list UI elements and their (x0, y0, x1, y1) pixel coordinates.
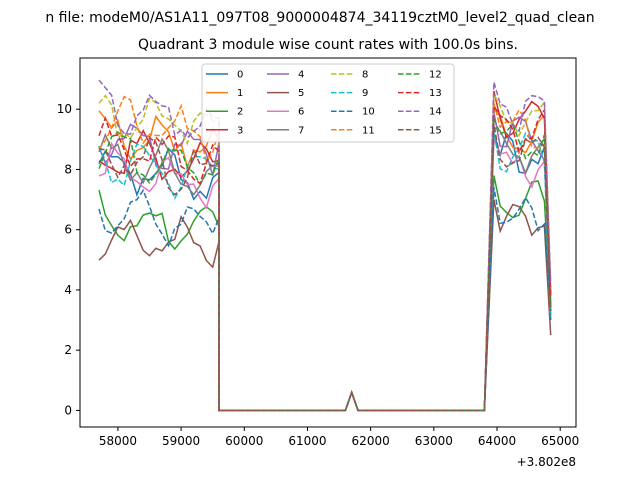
x-offset-label: +3.802e8 (517, 455, 576, 469)
x-tick-label: 59000 (162, 434, 200, 448)
legend-label: 4 (298, 70, 304, 81)
legend-label: 6 (298, 107, 304, 118)
x-tick-label: 62000 (352, 434, 390, 448)
x-tick-label: 65000 (541, 434, 579, 448)
legend-label: 0 (237, 70, 243, 81)
series-line-0 (98, 131, 552, 412)
legend-label: 9 (362, 88, 368, 99)
chart-suptitle: n file: modeM0/AS1A11_097T08_9000004874_… (45, 10, 594, 26)
plot-frame (79, 57, 577, 428)
legend-label: 1 (237, 88, 243, 99)
x-axis: 58000 59000 60000 61000 62000 63000 64000 65000 (99, 427, 579, 448)
x-tick-label: 64000 (478, 434, 516, 448)
legend-label: 8 (362, 70, 368, 81)
series-layer (98, 79, 552, 412)
y-tick-label: 8 (64, 162, 72, 176)
legend-label: 13 (429, 88, 442, 99)
legend-label: 2 (237, 107, 243, 118)
series-line-4 (98, 112, 552, 412)
series-line-11 (98, 95, 552, 412)
series-line-12 (98, 117, 552, 412)
legend-label: 12 (429, 70, 442, 81)
y-tick-label: 10 (57, 102, 72, 116)
chart-title: Quadrant 3 module wise count rates with … (138, 37, 518, 53)
legend-label: 3 (237, 125, 243, 136)
y-tick-label: 6 (64, 223, 72, 237)
x-tick-label: 63000 (415, 434, 453, 448)
legend-label: 14 (429, 107, 442, 118)
y-tick-label: 0 (64, 403, 72, 417)
legend-box (201, 63, 455, 143)
legend-label: 5 (298, 88, 304, 99)
legend-label: 10 (362, 107, 375, 118)
series-line-10 (98, 187, 552, 412)
y-axis: 0 2 4 6 8 10 (57, 102, 80, 417)
y-tick-label: 2 (64, 343, 72, 357)
series-line-9 (98, 130, 552, 412)
legend-label: 7 (298, 125, 304, 136)
legend-label: 11 (362, 125, 375, 136)
x-tick-label: 58000 (99, 434, 137, 448)
series-line-2 (98, 175, 552, 412)
x-tick-label: 61000 (288, 434, 326, 448)
legend-label: 15 (429, 125, 442, 136)
x-tick-label: 60000 (225, 434, 263, 448)
series-line-7 (98, 125, 552, 412)
series-line-15 (98, 124, 552, 412)
y-tick-label: 4 (64, 283, 72, 297)
